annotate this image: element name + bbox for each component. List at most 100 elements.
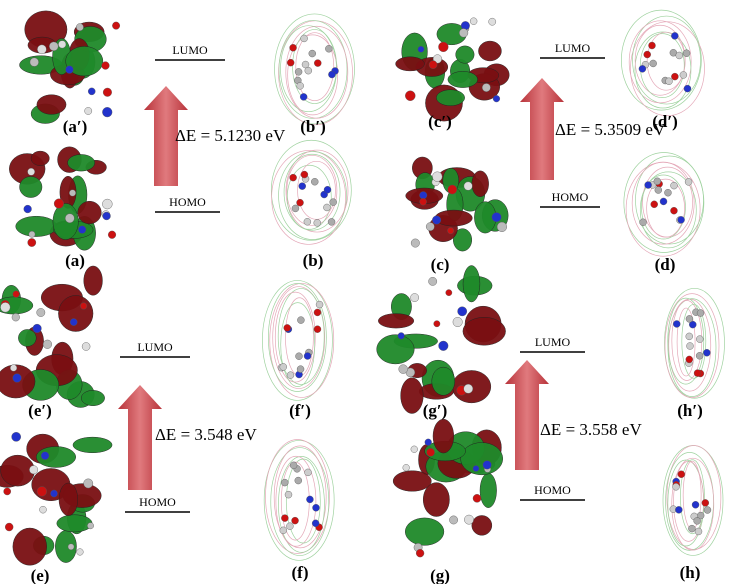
orbital-image — [405, 156, 509, 252]
atom — [703, 506, 712, 514]
atom — [425, 222, 435, 231]
contour — [278, 151, 347, 240]
orbital-lobe — [19, 176, 43, 198]
atom — [294, 476, 302, 485]
orbital-image — [392, 418, 504, 558]
atom — [449, 515, 458, 525]
atom — [102, 211, 111, 221]
orbital-image — [19, 10, 120, 124]
atom — [433, 320, 441, 328]
atom — [650, 200, 658, 209]
contour — [639, 33, 685, 99]
orbital-lobe — [67, 154, 96, 172]
atom — [300, 34, 308, 43]
atom — [313, 219, 321, 227]
atom — [311, 178, 319, 186]
atom — [291, 516, 299, 525]
panel-label: (d) — [655, 255, 676, 274]
contour — [676, 307, 696, 377]
contour — [666, 445, 722, 550]
atom — [472, 494, 482, 503]
atom — [58, 40, 67, 49]
atom — [81, 342, 91, 351]
atom — [299, 93, 308, 101]
density-map — [662, 445, 724, 556]
atom — [327, 218, 336, 226]
contour — [628, 20, 692, 104]
atom — [695, 352, 704, 360]
atom — [29, 57, 39, 67]
panel-label: (g′) — [423, 401, 448, 420]
atom — [482, 83, 491, 92]
orbital-lobe — [431, 366, 456, 396]
atom — [432, 171, 443, 182]
contour — [274, 13, 355, 125]
contour — [635, 155, 704, 245]
atom — [37, 44, 47, 55]
atom — [4, 522, 14, 532]
panel-label: (g) — [430, 566, 450, 584]
atom — [696, 335, 704, 343]
atom — [304, 66, 312, 75]
contour — [277, 288, 325, 385]
atom — [325, 45, 333, 53]
orbital-lobe — [447, 71, 478, 88]
panel-label: (f′) — [289, 401, 311, 420]
contour — [270, 447, 330, 556]
atom — [428, 60, 438, 69]
atom — [112, 21, 120, 30]
lumo-text: LUMO — [172, 43, 208, 57]
atom — [65, 65, 74, 74]
contour — [292, 29, 337, 104]
contour — [295, 32, 335, 102]
atom — [101, 61, 110, 70]
orbital-lobe — [462, 317, 506, 346]
atom — [397, 332, 405, 340]
orbital-image — [0, 432, 113, 566]
atom — [398, 364, 408, 374]
atom — [675, 506, 683, 514]
atom — [686, 342, 694, 350]
orbital-lobe — [12, 527, 47, 566]
atom — [3, 487, 11, 496]
atom — [677, 216, 685, 224]
atom — [685, 355, 693, 364]
atom — [643, 50, 651, 59]
orbital-lobe — [52, 203, 79, 240]
panel-label: (c′) — [428, 112, 452, 131]
energy-gap: ΔE = 3.558 eV — [540, 420, 642, 439]
atom — [675, 51, 683, 60]
atom — [279, 363, 287, 371]
atom — [405, 90, 416, 101]
atom — [410, 238, 420, 248]
orbital-lobe — [478, 40, 502, 62]
orbital-lobe — [378, 313, 415, 329]
atom — [639, 218, 647, 226]
atom — [438, 340, 449, 351]
contour — [664, 287, 725, 399]
atom — [298, 182, 306, 190]
panel-label: (f) — [292, 563, 309, 582]
atom — [688, 524, 696, 533]
atom — [323, 186, 332, 194]
atom — [102, 87, 112, 97]
contour — [265, 439, 330, 554]
panel-label: (c) — [431, 255, 450, 274]
atom — [402, 464, 410, 472]
atom — [464, 514, 474, 525]
atom — [102, 107, 113, 118]
atom — [76, 548, 84, 556]
energy-gap: ΔE = 3.548 eV — [155, 425, 257, 444]
atom — [428, 277, 438, 286]
density-map — [262, 280, 335, 401]
orbital-lobe — [432, 418, 455, 454]
atom — [69, 318, 78, 326]
atom — [36, 486, 47, 497]
atom — [447, 184, 458, 195]
contour — [262, 280, 333, 401]
atom — [496, 221, 507, 232]
atom — [670, 181, 678, 190]
atom — [482, 460, 492, 470]
orbital-lobe — [392, 470, 432, 492]
contour — [671, 457, 715, 551]
